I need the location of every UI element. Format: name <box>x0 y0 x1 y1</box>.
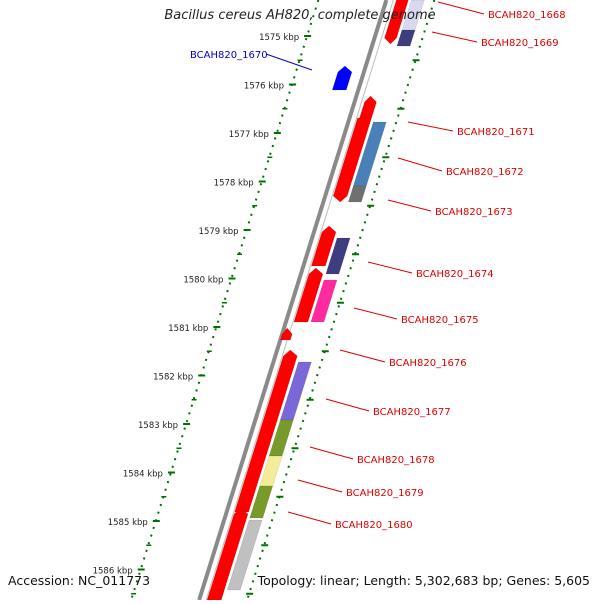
gene-label-leader <box>309 446 354 460</box>
gene-label-bcah820_1676[interactable]: BCAH820_1676 <box>389 358 467 369</box>
gene-feature[interactable] <box>206 589 225 601</box>
scale-label: 1585 kbp <box>108 518 148 528</box>
gene-label-bcah820_1672[interactable]: BCAH820_1672 <box>446 167 524 178</box>
gene-feature[interactable] <box>331 65 353 91</box>
gene-label-leader <box>367 261 413 274</box>
genome-backbone-edge <box>205 0 394 601</box>
gene-label-leader <box>407 121 454 132</box>
scale-label: 1583 kbp <box>138 421 178 431</box>
gene-feature[interactable] <box>234 475 259 513</box>
gene-label-leader <box>297 479 343 493</box>
gene-feature[interactable] <box>396 29 416 47</box>
gene-feature[interactable] <box>347 185 367 203</box>
gene-label-bcah820_1679[interactable]: BCAH820_1679 <box>346 488 424 499</box>
gene-label-bcah820_1678[interactable]: BCAH820_1678 <box>357 455 435 466</box>
gene-feature[interactable] <box>279 327 293 341</box>
map-title: Bacillus cereus AH820, complete genome <box>164 8 436 23</box>
gene-label-leader <box>353 307 398 320</box>
scale-label: 1580 kbp <box>183 276 223 286</box>
scale-label: 1584 kbp <box>123 470 163 480</box>
gene-label-bcah820_1674[interactable]: BCAH820_1674 <box>416 269 494 280</box>
gene-label-leader <box>325 398 370 412</box>
scale-label: 1577 kbp <box>229 130 269 140</box>
scale-track-left <box>130 0 320 601</box>
gene-label-leader <box>437 1 485 15</box>
gene-label-leader <box>339 349 386 363</box>
gene-label-leader <box>431 31 478 43</box>
gene-label-bcah820_1680[interactable]: BCAH820_1680 <box>335 520 413 531</box>
gene-label-bcah820_1677[interactable]: BCAH820_1677 <box>373 407 451 418</box>
gene-label-leader <box>287 511 332 525</box>
genome-backbone <box>197 0 389 601</box>
gene-feature[interactable] <box>325 237 351 275</box>
gene-label-bcah820_1673[interactable]: BCAH820_1673 <box>435 207 513 218</box>
gene-label-bcah820_1671[interactable]: BCAH820_1671 <box>457 127 535 138</box>
scale-label: 1579 kbp <box>199 227 239 237</box>
scale-label: 1581 kbp <box>168 324 208 334</box>
scale-label: 1578 kbp <box>214 179 254 189</box>
gene-feature[interactable] <box>249 485 274 519</box>
gene-feature[interactable] <box>311 225 337 267</box>
gene-label-bcah820_1668[interactable]: BCAH820_1668 <box>488 10 566 21</box>
gene-label-bcah820_1670[interactable]: BCAH820_1670 <box>190 50 268 61</box>
gene-label-leader <box>397 157 443 172</box>
scale-label: 1582 kbp <box>153 373 193 383</box>
gene-feature[interactable] <box>226 519 263 591</box>
gene-feature[interactable] <box>310 279 338 323</box>
gene-feature[interactable] <box>293 267 324 323</box>
genome-summary-text: Topology: linear; Length: 5,302,683 bp; … <box>257 573 590 588</box>
gene-feature[interactable] <box>332 177 354 203</box>
gene-feature[interactable] <box>384 0 409 45</box>
scale-track-right <box>246 0 436 601</box>
gene-label-bcah820_1675[interactable]: BCAH820_1675 <box>401 315 479 326</box>
accession-text: Accession: NC_011773 <box>8 573 151 588</box>
gene-label-leader <box>265 53 313 71</box>
gene-label-leader <box>387 199 432 212</box>
scale-label: 1576 kbp <box>244 82 284 92</box>
gene-label-bcah820_1669[interactable]: BCAH820_1669 <box>481 38 559 49</box>
scale-label: 1575 kbp <box>259 33 299 43</box>
scale-label: 1586 kbp <box>93 567 133 577</box>
